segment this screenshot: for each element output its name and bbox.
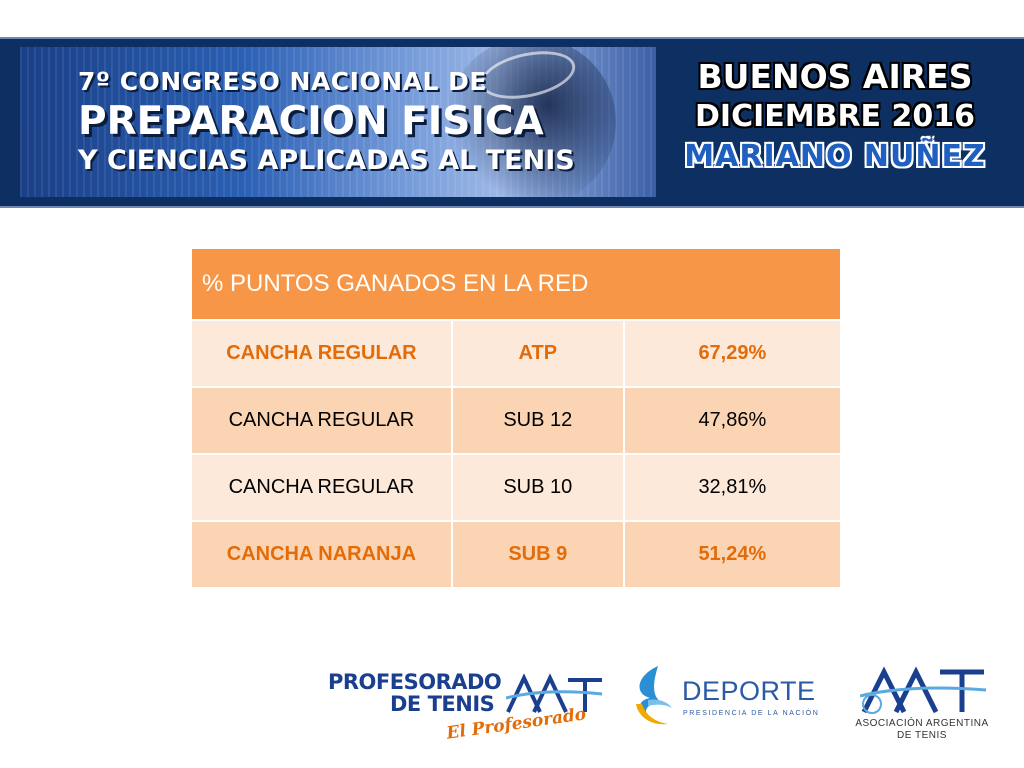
- net-points-table: % PUNTOS GANADOS EN LA RED CANCHA REGULA…: [190, 247, 843, 589]
- aat-name-line1: ASOCIACIÓN ARGENTINA: [855, 718, 989, 729]
- aat-emblem-icon: [860, 666, 987, 714]
- congress-subtitle: Y CIENCIAS APLICADAS AL TENIS: [78, 145, 575, 176]
- category-cell: SUB 9: [450, 520, 625, 589]
- court-cell: CANCHA REGULAR: [190, 319, 453, 388]
- percentage-cell: 47,86%: [622, 386, 843, 455]
- player-silhouette: [446, 47, 616, 197]
- congress-title: PREPARACION FISICA: [78, 99, 544, 144]
- profesorado-text: PROFESORADO: [328, 670, 502, 694]
- aat-logo: ASOCIACIÓN ARGENTINA DE TENIS: [852, 662, 992, 742]
- court-cell: CANCHA REGULAR: [190, 386, 453, 455]
- event-date: DICIEMBRE 2016: [695, 99, 975, 134]
- table-header-row: % PUNTOS GANADOS EN LA RED: [190, 247, 842, 321]
- court-cell: CANCHA REGULAR: [190, 453, 453, 522]
- profesorado-logo: PROFESORADO DE TENIS El Profesorado: [328, 670, 608, 750]
- deporte-logo: DEPORTE PRESIDENCIA DE LA NACIÓN: [628, 648, 824, 740]
- banner-image: 7º CONGRESO NACIONAL DE PREPARACION FISI…: [20, 47, 656, 197]
- table-row: CANCHA REGULAR SUB 12 47,86%: [190, 386, 843, 455]
- de-tenis-text: DE TENIS: [390, 692, 495, 716]
- congress-number: 7º CONGRESO NACIONAL DE: [78, 67, 487, 96]
- percentage-cell: 32,81%: [622, 453, 843, 522]
- header-banner: 7º CONGRESO NACIONAL DE PREPARACION FISI…: [0, 37, 1024, 208]
- table-row: CANCHA REGULAR SUB 10 32,81%: [190, 453, 843, 522]
- percentage-cell: 51,24%: [622, 520, 843, 589]
- table-row: CANCHA REGULAR ATP 67,29%: [190, 319, 843, 388]
- percentage-cell: 67,29%: [622, 319, 843, 388]
- table-row: CANCHA NARANJA SUB 9 51,24%: [190, 520, 843, 589]
- deporte-wordmark: DEPORTE: [682, 676, 816, 706]
- aat-mark-icon: [506, 673, 603, 713]
- category-cell: ATP: [450, 319, 625, 388]
- event-city: BUENOS AIRES: [697, 57, 973, 96]
- table-title: % PUNTOS GANADOS EN LA RED: [190, 247, 842, 321]
- deporte-flame-icon: [636, 666, 672, 725]
- event-info: BUENOS AIRES DICIEMBRE 2016 MARIANO NUÑE…: [660, 57, 1010, 177]
- aat-name-line2: DE TENIS: [897, 730, 947, 741]
- category-cell: SUB 10: [450, 453, 625, 522]
- deporte-subtitle: PRESIDENCIA DE LA NACIÓN: [683, 710, 820, 717]
- speaker-name: MARIANO NUÑEZ: [684, 139, 986, 174]
- court-cell: CANCHA NARANJA: [190, 520, 453, 589]
- category-cell: SUB 12: [450, 386, 625, 455]
